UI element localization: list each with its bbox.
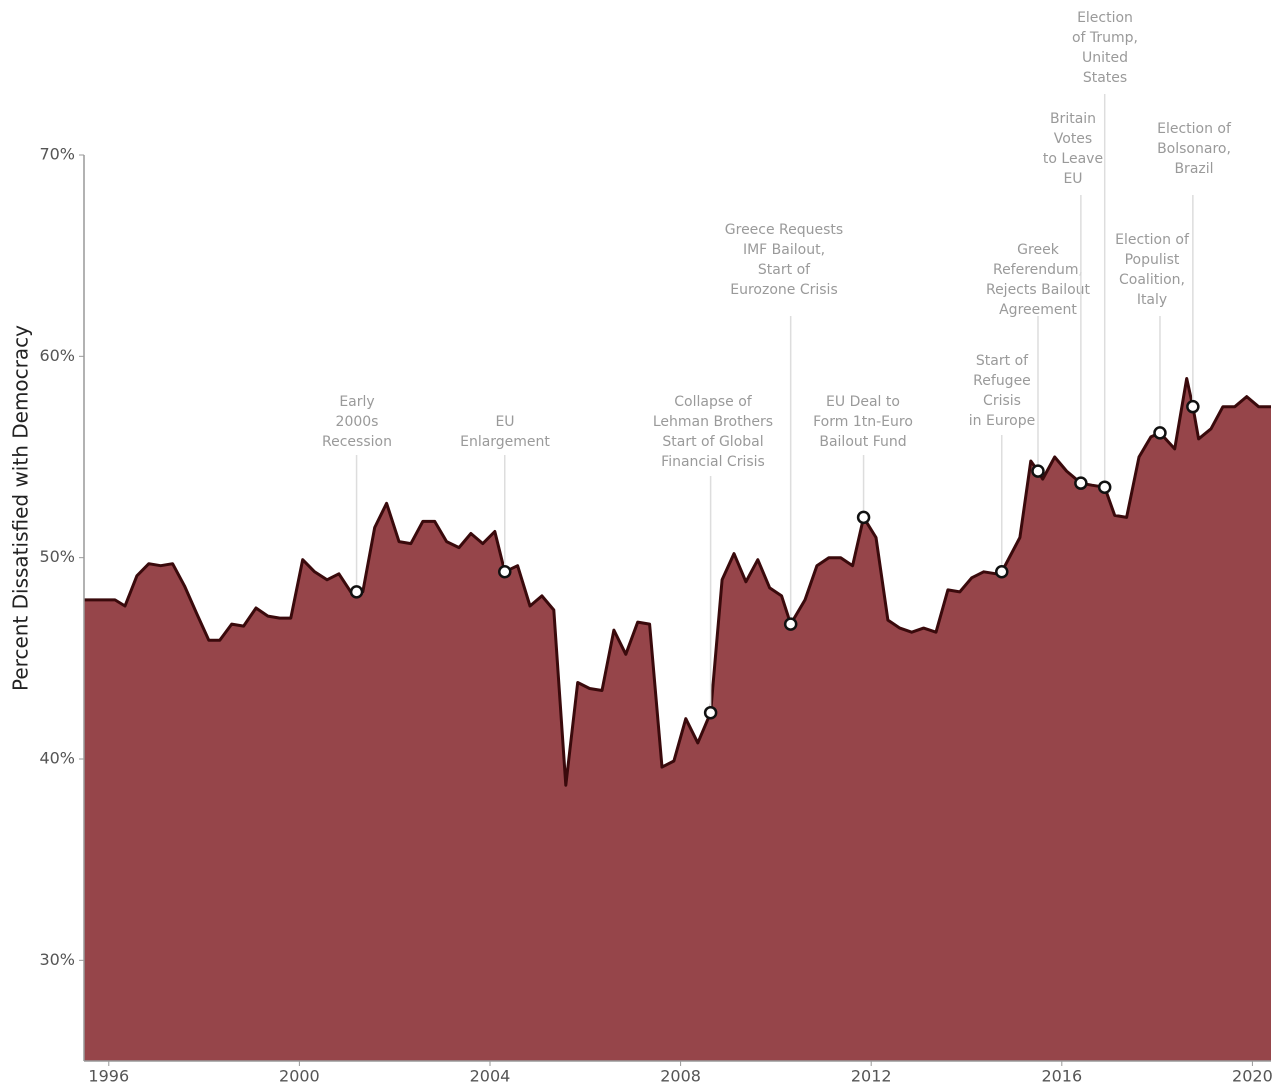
annotation-text: Election of — [1115, 232, 1190, 248]
area — [84, 378, 1271, 1061]
annotation-text: EU Deal to — [826, 394, 900, 410]
annotation-text: EU — [495, 414, 514, 430]
annotation-text: States — [1083, 70, 1127, 86]
x-tick-label: 2000 — [279, 1067, 320, 1086]
annotation-text: to Leave — [1043, 151, 1103, 167]
annotation-text: in Europe — [969, 413, 1035, 429]
event-marker — [498, 565, 512, 579]
annotation-text: 2000s — [336, 414, 379, 430]
annotation-text: Italy — [1137, 292, 1167, 308]
annotation-text: Bailout Fund — [819, 434, 906, 450]
annotation-text: Rejects Bailout — [986, 282, 1091, 298]
annotation-text: Referendum, — [993, 262, 1083, 278]
event-marker — [1153, 426, 1167, 440]
event-marker — [995, 565, 1009, 579]
annotation-text: Lehman Brothers — [653, 414, 773, 430]
annotation-text: Greek — [1017, 242, 1060, 258]
x-tick-label: 2012 — [851, 1067, 892, 1086]
annotation-text: United — [1082, 50, 1128, 66]
annotation-text: Recession — [322, 434, 392, 450]
annotation-text: Eurozone Crisis — [730, 282, 837, 298]
annotation-text: Start of — [758, 262, 811, 278]
annotation-text: Financial Crisis — [661, 454, 765, 470]
annotation-text: EU — [1063, 171, 1082, 187]
x-tick-label: 1996 — [88, 1067, 129, 1086]
event-marker — [1074, 476, 1088, 490]
y-tick-label: 70% — [39, 145, 75, 164]
annotation-text: Bolsonaro, — [1157, 141, 1231, 157]
annotation-text: Early — [339, 394, 374, 410]
annotation-text: Brazil — [1174, 161, 1213, 177]
annotation-text: Populist — [1125, 252, 1180, 268]
annotation-text: Greece Requests — [725, 222, 843, 238]
y-tick-label: 30% — [39, 950, 75, 969]
annotation-text: Election — [1077, 10, 1133, 26]
annotation-text: Election of — [1157, 121, 1232, 137]
event-marker — [703, 705, 718, 720]
y-axis-label: Percent Dissatisfied with Democracy — [9, 325, 33, 691]
annotation-text: of Trump, — [1072, 30, 1138, 46]
annotation-text: Enlargement — [460, 434, 550, 450]
x-tick-label: 2008 — [660, 1067, 701, 1086]
y-tick-label: 60% — [39, 346, 75, 365]
annotation-text: Collapse of — [674, 394, 753, 410]
x-tick-label: 2004 — [470, 1067, 511, 1086]
y-tick-label: 50% — [39, 547, 75, 566]
x-tick-label: 2016 — [1041, 1067, 1082, 1086]
event-marker — [1186, 399, 1200, 414]
annotation-text: Coalition, — [1119, 272, 1185, 288]
annotation-text: Agreement — [999, 302, 1077, 318]
event-marker — [783, 617, 798, 631]
event-marker — [856, 510, 871, 525]
event-marker — [349, 585, 364, 599]
annotation-text: Start of — [976, 353, 1029, 369]
annotation-text: Crisis — [983, 393, 1021, 409]
x-tick-label: 2020 — [1232, 1067, 1273, 1086]
annotation-text: Britain — [1050, 111, 1096, 127]
event-marker — [1097, 480, 1112, 494]
annotation-text: Votes — [1054, 131, 1092, 147]
annotation-text: Refugee — [973, 373, 1031, 389]
annotation-text: IMF Bailout, — [743, 242, 825, 258]
event-marker — [1031, 464, 1045, 478]
annotation-text: Form 1tn-Euro — [813, 414, 913, 430]
y-tick-label: 40% — [39, 749, 75, 768]
annotation-text: Start of Global — [662, 434, 763, 450]
